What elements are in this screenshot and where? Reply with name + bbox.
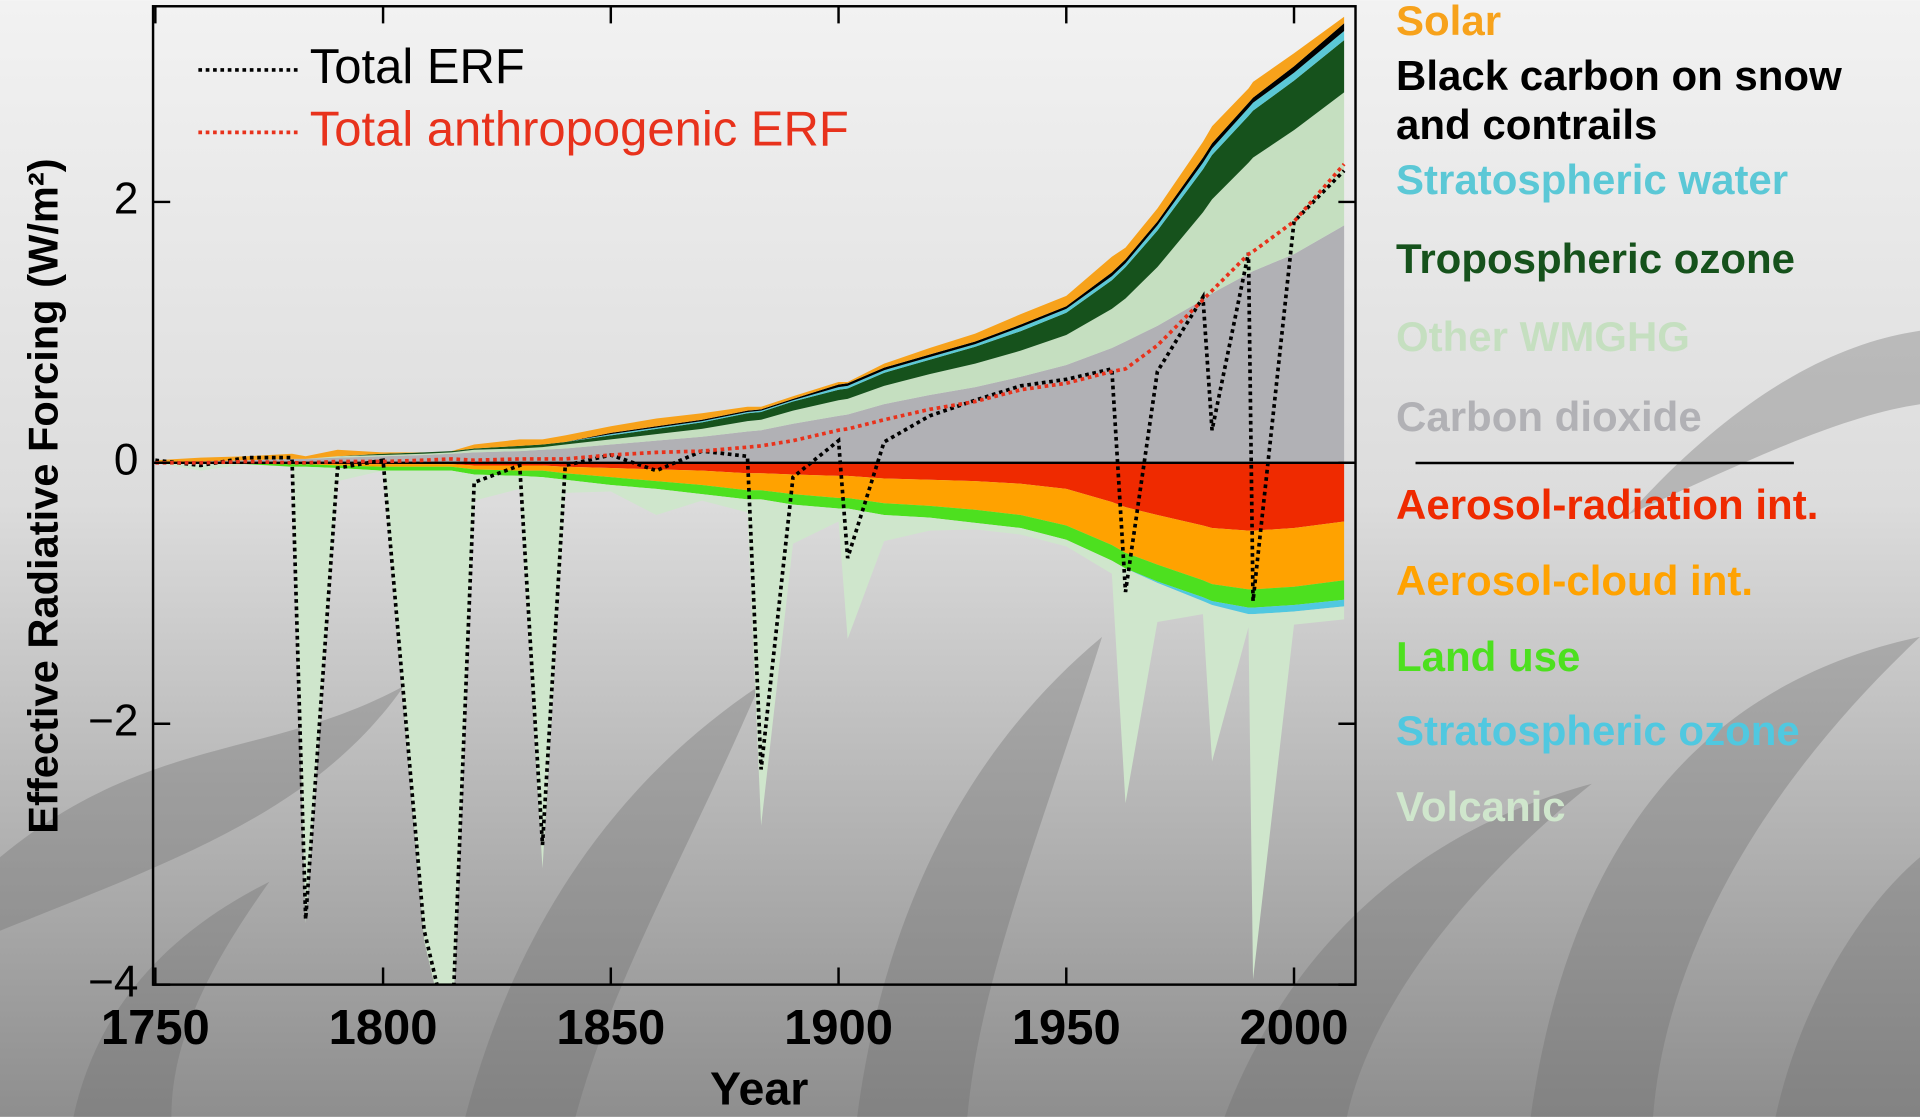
page: Total ERF Total anthropogenic ERF −4 −2 0 2 1… [0,0,1920,1117]
y-tick-label: −2 [88,696,138,745]
x-tick-label: 1750 [101,1001,210,1055]
chart: Total ERF Total anthropogenic ERF −4 −2 0 2 1… [0,0,1920,1117]
x-tick-label: 1950 [1012,1001,1121,1055]
legend-label: Total ERF [310,40,525,94]
y-tick-label: −4 [88,957,138,1006]
x-tick-label: 1800 [329,1001,438,1055]
x-tick-label: 2000 [1240,1001,1349,1055]
x-axis-label: Year [710,1063,808,1115]
legend-label: Total anthropogenic ERF [310,102,849,156]
y-tick-label: 2 [114,175,139,224]
x-tick-label: 1850 [556,1001,665,1055]
y-tick-label: 0 [114,435,139,484]
x-tick-label: 1900 [784,1001,893,1055]
y-axis-label: Effective Radiative Forcing (W/m²) [20,158,67,833]
